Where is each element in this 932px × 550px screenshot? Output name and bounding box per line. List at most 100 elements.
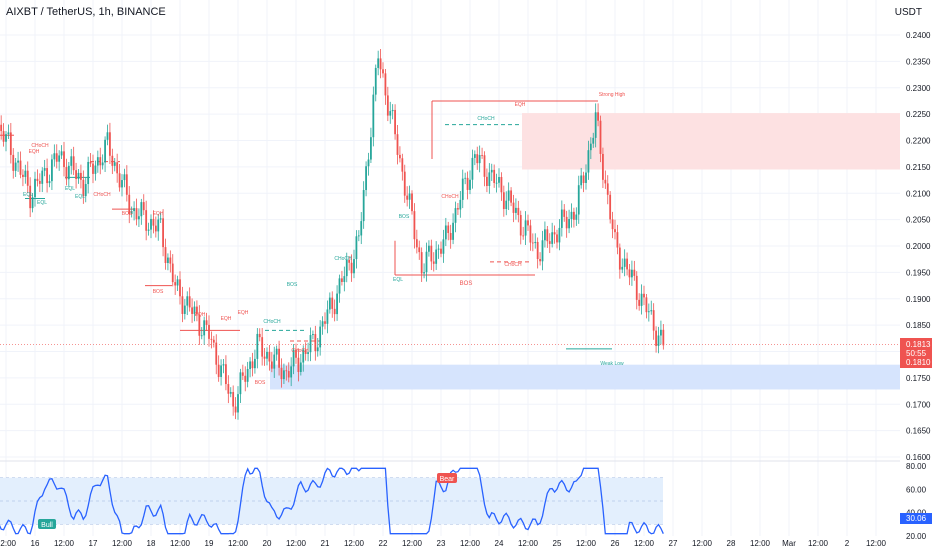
weak-low-label: Weak Low xyxy=(600,361,624,367)
candle-body xyxy=(473,154,476,158)
candle-body xyxy=(196,306,198,315)
time-tick-label: 19 xyxy=(205,539,214,548)
candle-body xyxy=(531,242,534,244)
time-tick-label: 12:00 xyxy=(866,539,887,548)
candle-body xyxy=(589,143,592,151)
candle-body xyxy=(14,162,17,171)
candle-body xyxy=(283,370,285,380)
candle-body xyxy=(626,258,628,270)
candle-body xyxy=(638,299,641,306)
candle-body xyxy=(53,153,56,160)
candle-body xyxy=(568,219,570,229)
candle-body xyxy=(263,356,266,359)
candle-body xyxy=(423,272,425,274)
candle-body xyxy=(512,202,515,213)
time-tick-label: 17 xyxy=(89,539,98,548)
candle-body xyxy=(65,167,68,180)
supply-zone xyxy=(522,113,900,170)
candle-body xyxy=(34,178,36,198)
candle-body xyxy=(650,310,653,312)
candle-body xyxy=(447,225,450,234)
candle-body xyxy=(399,154,401,159)
time-tick-label: 24 xyxy=(495,539,504,548)
rsi-line xyxy=(0,467,664,535)
candle-body xyxy=(145,210,148,231)
candle-body xyxy=(285,370,288,372)
eql-label: EQL xyxy=(65,186,75,192)
candle-body xyxy=(133,208,135,212)
candle-body xyxy=(220,365,222,377)
candle-body xyxy=(430,245,433,262)
candle-body xyxy=(203,320,206,336)
bear-tag-label: Bear xyxy=(440,476,455,483)
candle-body xyxy=(582,175,585,183)
candle-body xyxy=(94,165,97,174)
candle-body xyxy=(162,218,164,248)
candle-body xyxy=(278,348,280,368)
candle-body xyxy=(63,151,65,168)
choch-label: CHoCH xyxy=(334,256,352,262)
bos-label: BOS xyxy=(287,282,298,288)
time-tick-label: 12:00 xyxy=(460,539,481,548)
bos-label: BOS xyxy=(122,211,133,217)
price-tick-label: 0.1900 xyxy=(906,295,931,304)
candle-body xyxy=(43,168,46,171)
price-tick-label: 0.1600 xyxy=(906,453,931,462)
choch-label: CHoCH xyxy=(31,143,49,149)
price-tick-label: 0.2200 xyxy=(906,137,931,146)
candle-body xyxy=(29,185,32,209)
candle-body xyxy=(500,177,503,193)
candle-body xyxy=(406,195,409,200)
candle-body xyxy=(87,161,90,185)
candle-body xyxy=(604,179,607,184)
candle-body xyxy=(616,232,619,248)
candle-body xyxy=(258,333,261,338)
candle-body xyxy=(157,219,160,232)
candle-body xyxy=(490,169,493,173)
candle-body xyxy=(623,258,626,267)
eqh-label: EQH xyxy=(221,316,232,322)
candle-body xyxy=(565,216,568,229)
candle-body xyxy=(647,311,650,313)
candle-body xyxy=(2,131,5,142)
candle-body xyxy=(362,190,365,222)
time-tick-label: 12:00 xyxy=(750,539,771,548)
time-tick-label: 22 xyxy=(379,539,388,548)
candle-body xyxy=(41,170,44,184)
candle-body xyxy=(7,132,10,135)
candle-body xyxy=(522,235,525,237)
candle-body xyxy=(382,69,384,74)
candle-body xyxy=(495,182,498,184)
candle-body xyxy=(295,349,297,358)
candle-body xyxy=(319,326,322,348)
last-price-text: 0.1810 xyxy=(906,358,931,367)
candle-body xyxy=(457,208,459,210)
candle-body xyxy=(350,262,353,274)
candle-body xyxy=(179,279,181,297)
candle-body xyxy=(478,155,481,164)
candle-body xyxy=(113,162,116,166)
candle-body xyxy=(135,208,138,220)
candle-body xyxy=(594,112,597,138)
eql-label: EQL xyxy=(75,194,85,200)
candle-body xyxy=(546,229,549,242)
candle-body xyxy=(229,392,232,394)
candle-body xyxy=(297,357,300,372)
price-tick-label: 0.1750 xyxy=(906,374,931,383)
candle-body xyxy=(386,95,389,116)
candle-body xyxy=(631,269,633,278)
symbol-title: AIXBT / TetherUS, 1h, BINANCE xyxy=(6,6,166,18)
candle-body xyxy=(464,177,467,179)
candle-body xyxy=(210,338,213,340)
bull-tag-label: Bull xyxy=(41,522,53,529)
candle-body xyxy=(345,259,348,277)
candle-body xyxy=(200,335,203,337)
candle-body xyxy=(234,406,237,413)
time-tick-label: 2 xyxy=(845,539,850,548)
time-tick-label: 12:00 xyxy=(518,539,539,548)
candle-body xyxy=(360,221,363,236)
candle-body xyxy=(529,225,532,243)
candle-body xyxy=(481,155,483,156)
candle-body xyxy=(130,211,133,214)
